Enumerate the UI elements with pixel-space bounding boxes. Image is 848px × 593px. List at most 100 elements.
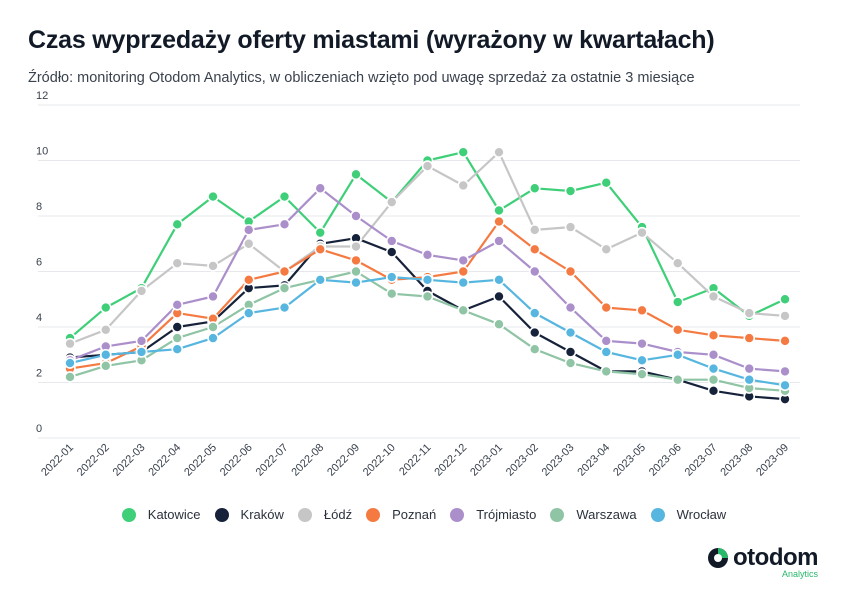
data-point [278, 282, 291, 294]
data-point [528, 326, 541, 339]
data-point [457, 179, 470, 192]
data-point [242, 274, 255, 286]
legend-label: Trójmiasto [476, 507, 537, 522]
data-point [99, 348, 112, 361]
data-point [457, 276, 470, 289]
data-point [314, 182, 327, 195]
data-point [385, 235, 398, 247]
x-tick-label: 2023-08 [718, 442, 755, 479]
x-tick-label: 2022-06 [218, 442, 255, 479]
x-tick-label: 2023-02 [504, 442, 541, 479]
data-point [207, 190, 219, 203]
data-point [493, 235, 505, 247]
data-point [779, 365, 791, 378]
x-tick-label: 2022-03 [111, 442, 148, 479]
data-point [600, 301, 613, 314]
data-point [421, 249, 434, 261]
data-point [242, 237, 255, 250]
legend-item: Łódź [297, 507, 352, 522]
data-point [99, 323, 112, 336]
data-point [171, 218, 184, 231]
data-point [207, 332, 219, 344]
legend-item: Trójmiasto [450, 507, 536, 522]
data-point [99, 360, 112, 372]
data-point [528, 307, 541, 319]
logo-wordmark: otodom [733, 544, 818, 571]
data-point [564, 346, 577, 358]
data-point [743, 332, 756, 344]
y-tick-label: 6 [36, 257, 42, 269]
y-tick-label: 2 [36, 368, 42, 380]
data-point [600, 346, 613, 358]
data-point [64, 357, 76, 369]
data-point [528, 182, 541, 195]
data-point [493, 290, 505, 303]
data-point [350, 168, 362, 181]
x-tick-label: 2023-06 [647, 442, 684, 479]
x-tick-label: 2023-05 [611, 442, 648, 479]
legend-label: Poznań [392, 507, 437, 522]
y-tick-label: 10 [36, 146, 48, 158]
data-point [528, 243, 541, 256]
legend-item: Kraków [214, 507, 284, 522]
data-point [385, 196, 398, 208]
legend-item: Wrocław [650, 507, 727, 522]
data-point [207, 290, 219, 303]
data-point [564, 357, 577, 369]
x-tick-label: 2023-04 [575, 442, 612, 479]
data-point [64, 337, 76, 350]
data-point [314, 226, 327, 239]
data-point [457, 304, 470, 317]
chart-title: Czas wyprzedaży oferty miastami (wyrażon… [28, 26, 715, 54]
data-point [350, 276, 362, 289]
data-point [600, 243, 613, 256]
data-point [779, 310, 791, 322]
legend-swatch [297, 507, 312, 522]
data-point [564, 301, 577, 314]
data-point [779, 335, 791, 347]
data-point [385, 271, 398, 283]
data-point [171, 321, 184, 333]
data-point [278, 301, 291, 314]
data-point [671, 296, 684, 308]
data-point [600, 176, 613, 189]
otodom-logo: otodom Analytics [708, 546, 818, 579]
data-point [242, 307, 255, 319]
x-tick-label: 2023-01 [468, 442, 505, 479]
data-point [636, 226, 648, 239]
legend-swatch [550, 507, 565, 522]
data-point [385, 246, 398, 258]
data-point [385, 287, 398, 300]
data-point [135, 335, 148, 347]
x-tick-label: 2022-10 [361, 442, 398, 479]
data-point [743, 362, 756, 375]
x-tick-label: 2022-12 [432, 442, 469, 479]
chart-subtitle: Źródło: monitoring Otodom Analytics, w o… [28, 70, 695, 86]
data-point [171, 343, 184, 356]
legend-label: Wrocław [676, 507, 727, 522]
data-point [528, 343, 541, 356]
data-point [564, 265, 577, 278]
data-point [278, 190, 291, 203]
data-point [636, 354, 648, 367]
data-point [350, 265, 362, 278]
data-point [171, 332, 184, 344]
legend-swatch [366, 507, 381, 522]
data-point [64, 371, 76, 383]
data-point [99, 301, 112, 314]
data-point [707, 290, 720, 303]
data-point [314, 274, 327, 286]
data-point [421, 160, 434, 172]
y-tick-label: 8 [36, 201, 42, 213]
data-point [135, 285, 148, 297]
x-tick-label: 2023-09 [754, 442, 791, 479]
data-point [350, 254, 362, 267]
logo-subtitle: Analytics [781, 569, 818, 579]
legend-swatch [650, 507, 665, 522]
legend-label: Katowice [147, 507, 201, 522]
legend-item: Poznań [366, 507, 436, 522]
data-point [278, 265, 291, 278]
data-point [779, 379, 791, 392]
x-tick-label: 2022-08 [289, 442, 326, 479]
data-point [278, 218, 291, 231]
